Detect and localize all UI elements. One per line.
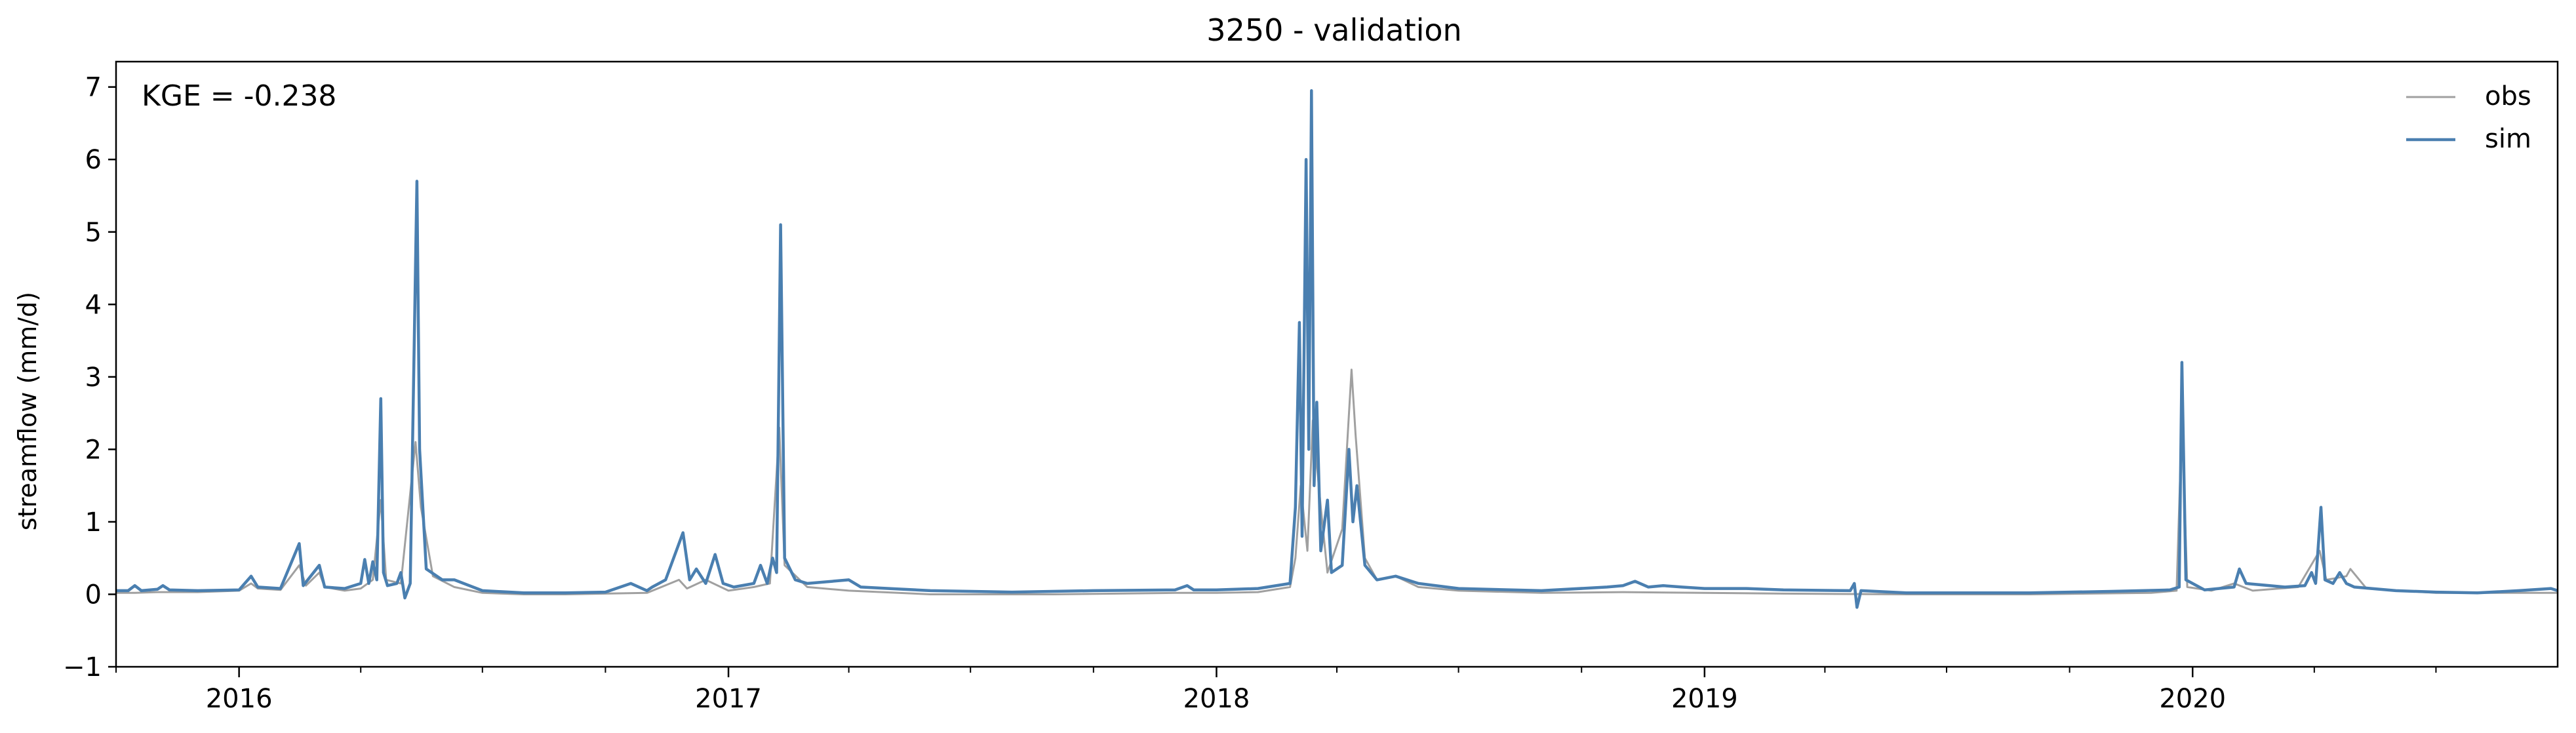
- axes: −1 0 1 2 3 4 5 6 7 2016 2017 2018 2019 2020: [63, 73, 2437, 714]
- series-line-sim: [116, 89, 2558, 609]
- y-tick-label: 5: [85, 218, 102, 248]
- y-axis-label: streamflow (mm/d): [13, 292, 42, 530]
- plot-area: [116, 89, 2558, 609]
- axes-frame: [115, 60, 2559, 668]
- legend-label-sim: sim: [2485, 124, 2531, 154]
- y-tick-label: 7: [85, 73, 102, 103]
- x-tick-label: 2020: [2159, 684, 2226, 714]
- x-tick-label: 2018: [1183, 684, 1250, 714]
- y-tick-label: 6: [85, 145, 102, 175]
- series-line-obs: [116, 368, 2558, 595]
- legend: obs sim: [2406, 81, 2531, 154]
- x-tick-label: 2017: [695, 684, 762, 714]
- x-tick-label: 2016: [206, 684, 273, 714]
- y-tick-label: 4: [85, 290, 102, 320]
- legend-label-obs: obs: [2485, 81, 2531, 111]
- chart-title: 3250 - validation: [1206, 12, 1461, 48]
- y-tick-label: 2: [85, 435, 102, 465]
- y-tick-label: 1: [85, 507, 102, 538]
- y-tick-label: 0: [85, 580, 102, 610]
- y-tick-label: 3: [85, 363, 102, 393]
- kge-annotation: KGE = -0.238: [142, 79, 336, 113]
- y-tick-label: −1: [63, 652, 102, 683]
- x-tick-label: 2019: [1671, 684, 1738, 714]
